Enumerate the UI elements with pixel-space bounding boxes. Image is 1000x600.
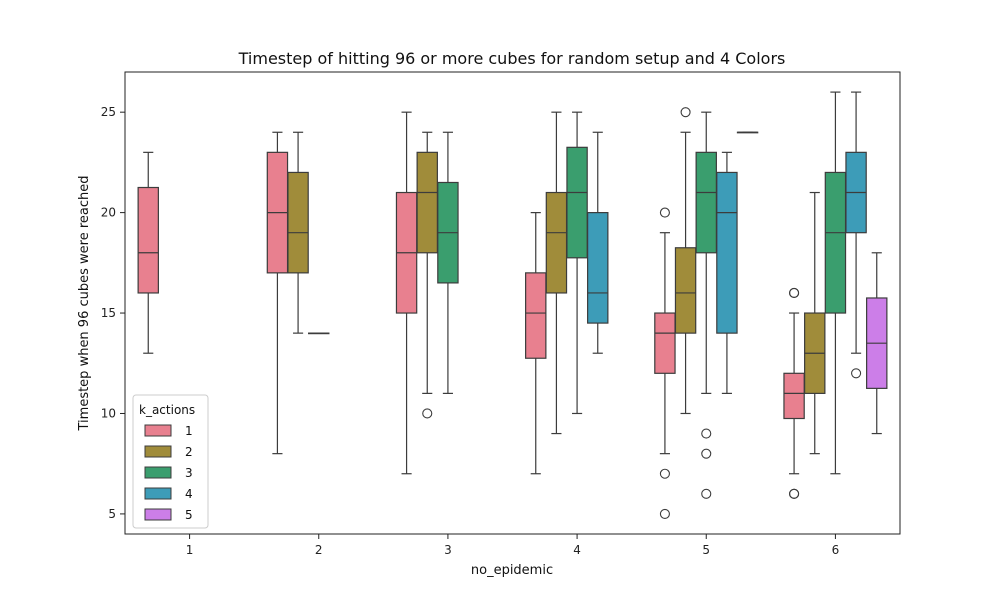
x-tick-label: 4 [573,543,581,557]
box-series-3-epidemic-5 [695,111,717,499]
legend-swatch-5 [144,508,172,521]
box-series-5-epidemic-6 [866,252,888,435]
box-series-2-epidemic-6 [804,191,826,455]
box-iqr [287,171,309,274]
legend-swatch-2 [144,445,172,458]
x-tick-label: 1 [186,543,194,557]
box-series-1-epidemic-4 [525,212,547,475]
box-iqr [674,247,697,334]
x-tick-label: 5 [702,543,710,557]
box-series-2-epidemic-3 [416,131,438,419]
box-series-2-epidemic-5 [674,107,697,415]
outlier-point [851,368,862,379]
box-iqr [566,146,588,259]
x-tick-label: 3 [444,543,452,557]
box-iqr [137,186,159,294]
box-series-5-epidemic-5 [736,131,759,134]
legend-swatch-1 [144,424,172,437]
box-series-1-epidemic-2 [266,131,289,455]
box-series-2-epidemic-4 [545,111,568,435]
outlier-point [422,408,433,419]
legend-swatch-4 [144,487,172,500]
box-series-4-epidemic-6 [845,91,867,379]
outlier-point [659,468,670,479]
box-iqr [525,272,547,359]
box-series-3-epidemic-6 [824,91,847,475]
box-series-1-epidemic-1 [137,151,159,354]
outlier-point [789,287,800,299]
y-tick-label: 15 [101,306,116,320]
outlier-point [659,508,670,519]
legend-entry-3: 3 [185,466,193,480]
x-tick-label: 6 [832,543,840,557]
box-series-1-epidemic-6 [783,287,805,499]
box-iqr [654,312,676,374]
box-series-1-epidemic-5 [654,207,676,519]
x-axis-label: no_epidemic [471,563,553,578]
legend-title: k_actions [139,403,195,417]
outlier-point [659,207,670,218]
y-tick-label: 20 [101,206,116,220]
legend-entry-1: 1 [185,424,193,438]
chart-title: Timestep of hitting 96 or more cubes for… [238,49,786,68]
box-series-1-epidemic-3 [395,111,418,475]
box-iqr [695,151,717,254]
outlier-point [680,107,691,118]
legend: k_actions 1 2 3 4 5 [132,394,209,529]
box-iqr [716,171,738,334]
box-iqr [824,171,847,314]
legend-entry-4: 4 [185,487,193,501]
box-iqr [783,372,805,420]
box-series-2-epidemic-2 [287,131,309,334]
y-axis-label: Timestep when 96 cubes were reached [77,175,92,431]
legend-entry-5: 5 [185,508,193,522]
outlier-point [701,488,712,499]
y-tick-label: 5 [108,507,116,521]
plot-frame [124,71,901,535]
box-series-4-epidemic-5 [716,151,738,394]
outlier-point [701,448,712,459]
y-tick-label: 10 [101,406,116,420]
box-series-3-epidemic-2 [308,332,330,335]
outlier-point [701,428,712,439]
outlier-point [789,488,800,499]
box-series-3-epidemic-3 [437,131,459,394]
box-iqr [587,212,609,324]
box-series-4-epidemic-4 [587,131,609,354]
x-tick-label: 2 [315,543,323,557]
y-tick-label: 25 [101,105,116,119]
box-iqr [416,151,438,254]
box-series-3-epidemic-4 [566,111,588,415]
box-iqr [545,191,568,294]
legend-entry-2: 2 [185,445,193,459]
legend-swatch-3 [144,466,172,479]
